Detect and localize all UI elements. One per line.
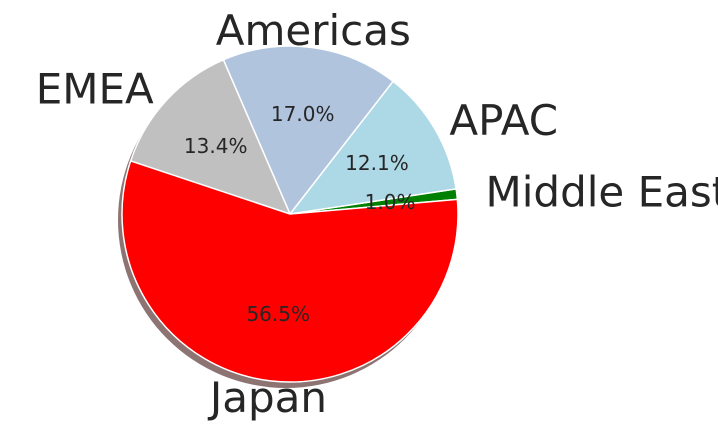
pie-slice-americas bbox=[222, 45, 394, 215]
category-label-japan: Japan bbox=[207, 373, 327, 422]
pie-slices bbox=[121, 45, 459, 383]
percent-labels: 1.0% 12.1% 17.0% 13.4% 56.5% bbox=[184, 102, 416, 326]
pct-label-japan: 56.5% bbox=[246, 302, 310, 326]
pie-slice-japan bbox=[121, 160, 459, 383]
category-label-apac: APAC bbox=[449, 96, 558, 145]
category-labels: Middle East APAC Americas EMEA Japan bbox=[36, 6, 718, 422]
pct-label-middle-east: 1.0% bbox=[365, 190, 416, 214]
category-label-americas: Americas bbox=[216, 6, 411, 55]
pct-label-apac: 12.1% bbox=[345, 151, 409, 175]
pie-slice-emea bbox=[129, 59, 291, 215]
pct-label-emea: 13.4% bbox=[184, 134, 248, 158]
pie-slice-apac bbox=[289, 80, 457, 215]
pct-label-americas: 17.0% bbox=[271, 102, 335, 126]
category-label-middle-east: Middle East bbox=[486, 168, 718, 217]
category-label-emea: EMEA bbox=[36, 65, 154, 114]
